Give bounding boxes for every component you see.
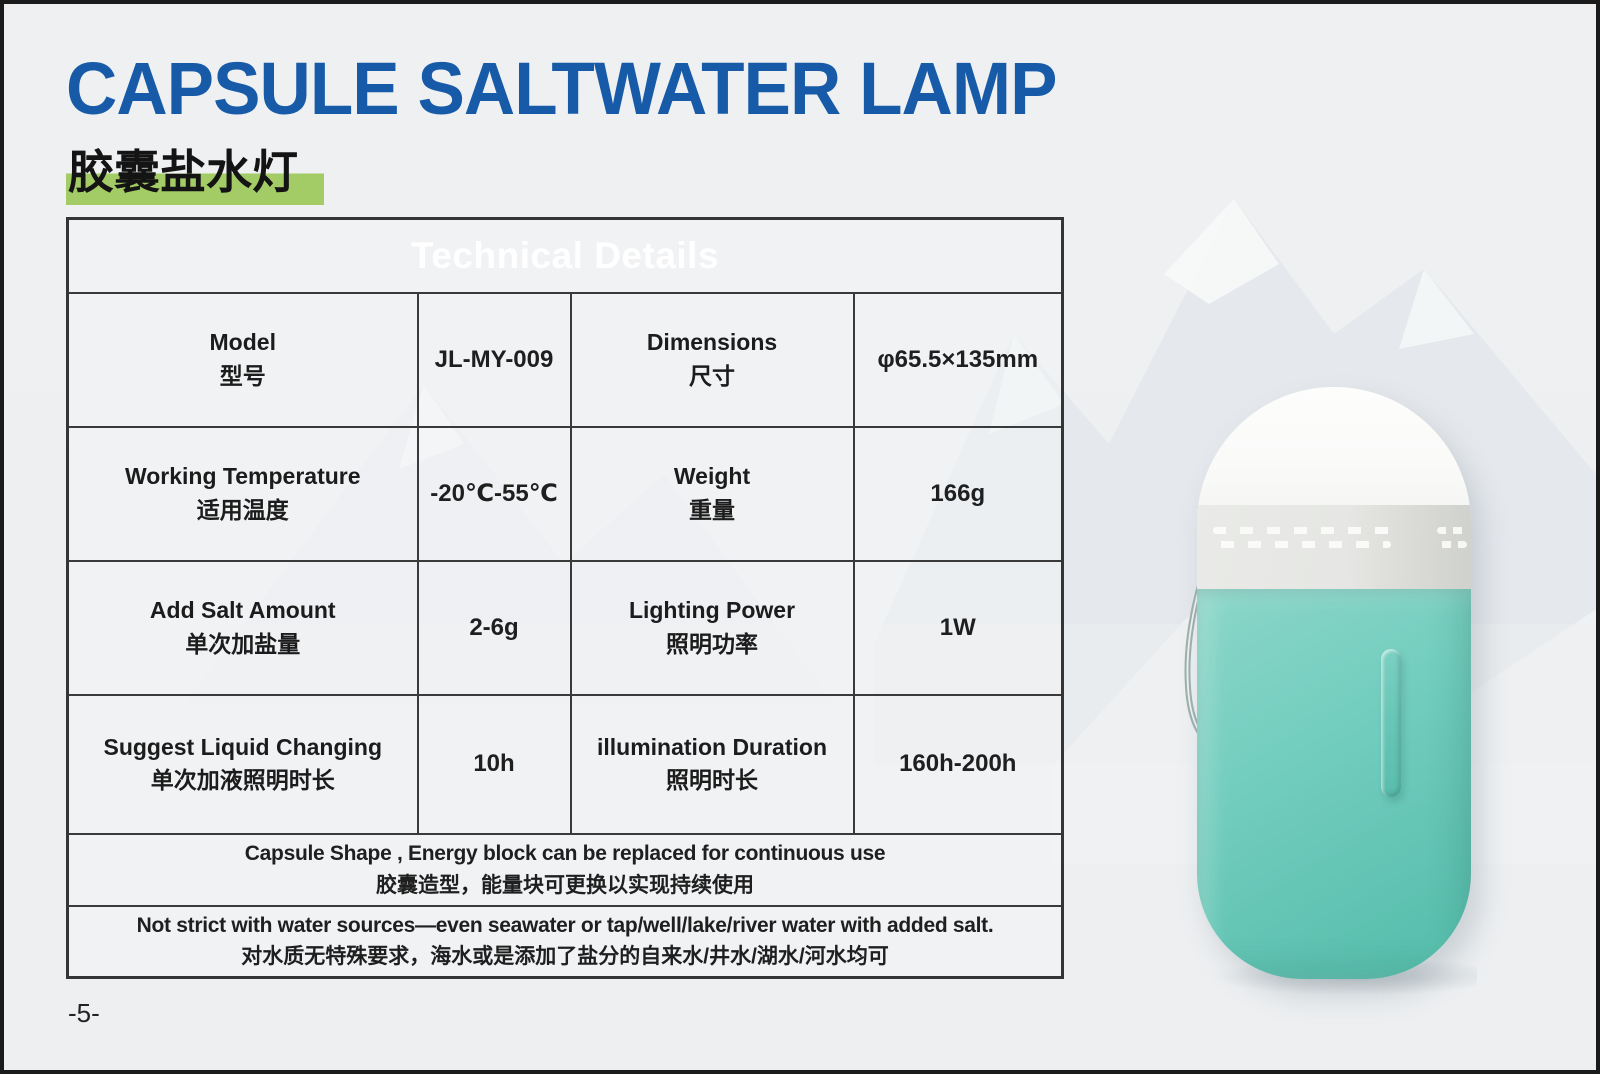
note-capsule-shape: Capsule Shape , Energy block can be repl… bbox=[66, 832, 1064, 907]
label-en: Model bbox=[209, 329, 276, 356]
page-subtitle: 胶囊盐水灯 bbox=[66, 136, 324, 205]
page-title: CAPSULE SALTWATER LAMP bbox=[66, 47, 1057, 130]
label-zh: 单次加盐量 bbox=[185, 630, 301, 657]
cell-illumination-duration-value: 160h-200h bbox=[852, 693, 1064, 835]
page-subtitle-zh: 胶囊盐水灯 bbox=[66, 136, 324, 205]
cell-illumination-duration-label: illumination Duration 照明时长 bbox=[569, 693, 855, 835]
table-title: Technical Details bbox=[66, 217, 1064, 294]
table-row: Suggest Liquid Changing 单次加液照明时长 10h ill… bbox=[66, 693, 1064, 835]
label-en: Weight bbox=[673, 463, 751, 490]
label-zh: 重量 bbox=[689, 496, 735, 523]
label-en: illumination Duration bbox=[597, 733, 827, 760]
label-en: Suggest Liquid Changing bbox=[103, 733, 383, 760]
cell-weight-value: 166g bbox=[852, 425, 1064, 562]
cell-liquid-changing-label: Suggest Liquid Changing 单次加液照明时长 bbox=[66, 693, 419, 835]
cell-lighting-power-value: 1W bbox=[852, 559, 1064, 696]
lamp-body bbox=[1197, 387, 1471, 979]
note-en: Not strict with water sources—even seawa… bbox=[136, 913, 994, 937]
cell-liquid-changing-value: 10h bbox=[416, 693, 572, 835]
note-en: Capsule Shape , Energy block can be repl… bbox=[244, 842, 886, 865]
table-note-row: Capsule Shape , Energy block can be repl… bbox=[66, 832, 1064, 907]
cell-dimensions-label: Dimensions 尺寸 bbox=[569, 291, 855, 428]
label-zh: 照明时长 bbox=[666, 767, 758, 793]
table-row: Working Temperature 适用温度 -20℃-55℃ Weight… bbox=[66, 425, 1064, 562]
cell-working-temperature-label: Working Temperature 适用温度 bbox=[66, 425, 419, 562]
cell-add-salt-label: Add Salt Amount 单次加盐量 bbox=[66, 559, 419, 696]
label-en: Dimensions bbox=[646, 329, 778, 356]
cell-add-salt-value: 2-6g bbox=[416, 559, 572, 696]
note-zh: 胶囊造型，能量块可更换以实现持续使用 bbox=[376, 873, 755, 897]
cell-dimensions-value: φ65.5×135mm bbox=[852, 291, 1064, 428]
cell-weight-label: Weight 重量 bbox=[569, 425, 855, 562]
label-zh: 单次加液照明时长 bbox=[150, 767, 335, 793]
label-zh: 照明功率 bbox=[666, 630, 758, 657]
page-number: -5- bbox=[68, 998, 100, 1028]
cell-model-label: Model 型号 bbox=[66, 291, 419, 428]
label-zh: 尺寸 bbox=[689, 362, 735, 389]
note-zh: 对水质无特殊要求，海水或是添加了盐分的自来水/井水/湖水/河水均可 bbox=[241, 945, 889, 969]
label-en: Lighting Power bbox=[628, 597, 796, 624]
vent-holes bbox=[1437, 527, 1467, 551]
note-water-sources: Not strict with water sources—even seawa… bbox=[66, 904, 1064, 979]
table-row: Model 型号 JL-MY-009 Dimensions 尺寸 φ65.5×1… bbox=[66, 291, 1064, 428]
vent-holes bbox=[1213, 527, 1391, 551]
cell-lighting-power-label: Lighting Power 照明功率 bbox=[569, 559, 855, 696]
table-note-row: Not strict with water sources—even seawa… bbox=[66, 904, 1064, 979]
lamp-side-slot bbox=[1381, 649, 1401, 797]
lamp-teal-base bbox=[1197, 589, 1471, 979]
cell-working-temperature-value: -20℃-55℃ bbox=[416, 425, 572, 562]
label-zh: 适用温度 bbox=[196, 496, 289, 523]
product-image bbox=[1184, 387, 1477, 995]
label-en: Add Salt Amount bbox=[149, 597, 336, 624]
table-row: Add Salt Amount 单次加盐量 2-6g Lighting Powe… bbox=[66, 559, 1064, 696]
label-zh: 型号 bbox=[219, 362, 266, 389]
cell-model-value: JL-MY-009 bbox=[416, 291, 572, 428]
technical-details-table: Technical Details Model 型号 JL-MY-009 Dim… bbox=[66, 217, 1065, 979]
label-en: Working Temperature bbox=[124, 463, 361, 490]
